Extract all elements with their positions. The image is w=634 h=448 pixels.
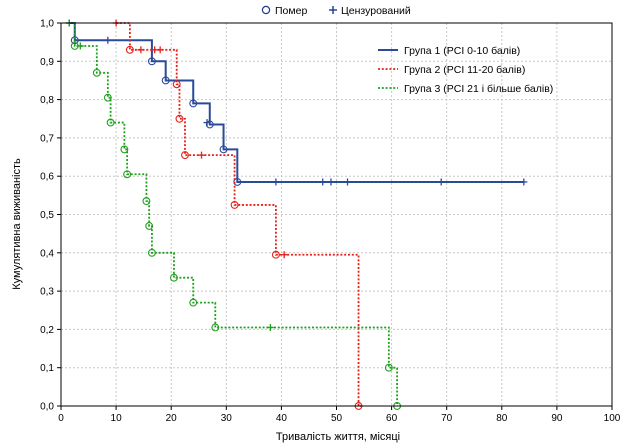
- marker-legend-event: Помер: [275, 5, 307, 17]
- death-point: [384, 363, 393, 372]
- death-point: [142, 197, 151, 206]
- death-point: [123, 170, 132, 179]
- y-tick-label: 0,1: [40, 363, 54, 374]
- axis-ticks: 0 10 20 30 40 50 60 70 80 90 100 0,0 0,1 0,2 0,3 0,4 0,5…: [40, 19, 621, 425]
- x-tick-label: 30: [221, 413, 233, 424]
- death-point: [189, 298, 198, 307]
- x-tick-label: 80: [496, 413, 508, 424]
- censored-point: [137, 46, 145, 54]
- x-tick-label: 70: [441, 413, 453, 424]
- death-point: [147, 57, 156, 66]
- y-tick-label: 0,8: [40, 95, 54, 106]
- y-tick-label: 0,5: [40, 210, 54, 221]
- censored-point: [437, 178, 445, 186]
- death-point: [103, 93, 112, 102]
- censored-point: [198, 151, 206, 159]
- censored-point: [327, 178, 335, 186]
- legend-label-1: Група 1 (PCI 0-10 балів): [404, 45, 520, 57]
- censored-point: [104, 36, 112, 44]
- x-tick-label: 90: [551, 413, 563, 424]
- censored-point: [319, 178, 327, 186]
- x-tick-label: 60: [386, 413, 398, 424]
- death-point: [170, 273, 178, 282]
- y-tick-label: 0,6: [40, 172, 54, 183]
- death-point: [271, 250, 280, 259]
- x-tick-label: 10: [111, 413, 123, 424]
- censored-marker-icon: [329, 6, 337, 14]
- censored-point: [344, 178, 352, 186]
- legend-label-3: Група 3 (PCI 21 і більше балів): [404, 83, 553, 95]
- y-tick-label: 0,9: [40, 57, 54, 68]
- y-tick-label: 0,0: [40, 402, 54, 413]
- death-point: [175, 114, 184, 123]
- death-point: [181, 151, 189, 160]
- y-tick-label: 0,3: [40, 287, 54, 298]
- censored-point: [520, 178, 528, 186]
- death-point: [125, 45, 134, 54]
- legend-label-2: Група 2 (PCI 11-20 балів): [404, 64, 525, 76]
- death-point: [230, 200, 239, 209]
- marker-legend-censored: Цензурований: [341, 5, 411, 17]
- death-point: [147, 248, 156, 257]
- x-tick-label: 50: [331, 413, 343, 424]
- x-tick-label: 0: [58, 413, 64, 424]
- death-point: [211, 323, 220, 332]
- censored-point: [266, 323, 274, 331]
- death-point: [92, 68, 101, 77]
- death-point: [172, 80, 181, 89]
- death-point: [189, 99, 198, 108]
- y-tick-label: 1,0: [40, 19, 54, 30]
- y-tick-label: 0,2: [40, 325, 54, 336]
- censored-point: [280, 251, 288, 259]
- series-line-2: [116, 22, 362, 407]
- marker-legend: Помер Цензурований: [261, 5, 411, 17]
- series-legend: Група 1 (PCI 0-10 балів) Група 2 (PCI 11-…: [378, 45, 553, 95]
- series-line-3: [69, 22, 399, 406]
- censored-point: [203, 119, 211, 127]
- x-tick-label: 100: [604, 413, 621, 424]
- death-point: [219, 145, 228, 154]
- x-tick-label: 20: [166, 413, 178, 424]
- censored-point: [76, 42, 84, 50]
- x-axis-label: Тривалість життя, місяці: [276, 431, 400, 443]
- y-tick-label: 0,7: [40, 133, 54, 144]
- death-point: [145, 222, 154, 230]
- event-marker-icon: [261, 5, 271, 15]
- censored-point: [156, 46, 164, 54]
- series-layer: [65, 19, 528, 410]
- y-tick-label: 0,4: [40, 248, 54, 259]
- censored-point: [272, 178, 280, 186]
- death-point: [120, 145, 129, 154]
- x-tick-label: 40: [276, 413, 288, 424]
- series-line-1: [69, 22, 524, 183]
- death-point: [161, 76, 170, 85]
- y-axis-label: Кумулятивна виживаність: [11, 158, 23, 290]
- death-point: [106, 118, 115, 127]
